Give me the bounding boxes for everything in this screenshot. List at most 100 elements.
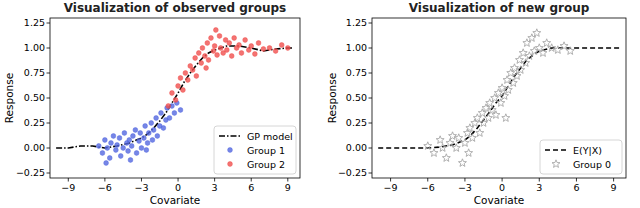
y-tick-label: 0.00 bbox=[346, 142, 367, 153]
point bbox=[143, 124, 148, 129]
point bbox=[232, 36, 237, 41]
legend-box bbox=[214, 126, 296, 174]
point bbox=[139, 146, 144, 151]
point bbox=[128, 158, 133, 163]
x-tick bbox=[178, 178, 179, 182]
point bbox=[539, 49, 547, 57]
point bbox=[159, 111, 164, 116]
point bbox=[261, 47, 266, 52]
point bbox=[96, 144, 101, 149]
x-tick-label: 9 bbox=[285, 182, 291, 193]
point bbox=[205, 41, 210, 46]
x-tick bbox=[68, 178, 69, 182]
y-tick bbox=[369, 98, 373, 99]
point bbox=[522, 59, 530, 67]
y-tick-label: 0.75 bbox=[346, 67, 367, 78]
point bbox=[554, 46, 562, 54]
point bbox=[133, 128, 138, 133]
y-axis-label: Response bbox=[3, 73, 15, 123]
x-tick-label: −9 bbox=[384, 182, 398, 193]
point bbox=[461, 139, 469, 147]
y-tick bbox=[47, 98, 51, 99]
point bbox=[510, 64, 518, 72]
x-tick bbox=[251, 178, 252, 182]
point bbox=[279, 43, 284, 48]
y-tick-label: 1.00 bbox=[24, 42, 45, 53]
x-axis-label: Covariate bbox=[150, 194, 201, 206]
panel: −9−6−30369−0.250.000.250.500.751.001.25V… bbox=[3, 1, 300, 206]
point bbox=[285, 46, 290, 51]
x-tick bbox=[464, 178, 465, 182]
point bbox=[138, 131, 143, 136]
plot-area bbox=[378, 29, 620, 167]
legend-marker bbox=[552, 160, 560, 168]
point bbox=[178, 76, 183, 81]
point bbox=[237, 43, 242, 48]
point bbox=[193, 56, 198, 61]
point bbox=[111, 134, 116, 139]
point bbox=[502, 114, 510, 122]
legend-label: GP model bbox=[247, 131, 293, 142]
x-tick-label: 3 bbox=[212, 182, 218, 193]
y-tick bbox=[47, 148, 51, 149]
point bbox=[200, 46, 205, 51]
point bbox=[439, 144, 447, 152]
y-tick bbox=[369, 123, 373, 124]
point bbox=[131, 134, 136, 139]
point bbox=[517, 66, 525, 74]
legend: E(Y|X) Group 0 bbox=[540, 140, 622, 174]
y-tick-label: −0.25 bbox=[338, 167, 367, 178]
title: Visualization of observed groups bbox=[64, 1, 287, 15]
point bbox=[137, 139, 142, 144]
point bbox=[185, 78, 190, 83]
y-tick bbox=[369, 48, 373, 49]
point bbox=[151, 128, 156, 133]
plot-frame bbox=[372, 18, 626, 178]
y-tick-label: 1.25 bbox=[346, 17, 367, 28]
y-tick-label: −0.25 bbox=[16, 167, 45, 178]
legend-label: Group 0 bbox=[573, 159, 611, 170]
model-line bbox=[378, 48, 620, 148]
y-tick-label: 0.75 bbox=[24, 67, 45, 78]
y-tick bbox=[369, 173, 373, 174]
point bbox=[155, 134, 160, 139]
x-tick-label: 9 bbox=[611, 182, 617, 193]
point bbox=[176, 84, 181, 89]
point bbox=[484, 114, 492, 122]
x-tick bbox=[287, 178, 288, 182]
point bbox=[267, 46, 272, 51]
point bbox=[167, 116, 172, 121]
point bbox=[249, 44, 254, 49]
point bbox=[161, 126, 166, 131]
point bbox=[117, 136, 122, 141]
x-tick-label: 3 bbox=[536, 182, 542, 193]
point bbox=[498, 84, 506, 92]
panel: −9−6−30369−0.250.000.250.500.751.001.25V… bbox=[326, 1, 626, 206]
y-tick bbox=[369, 73, 373, 74]
point bbox=[213, 28, 218, 33]
point bbox=[113, 148, 118, 153]
y-tick bbox=[47, 73, 51, 74]
point bbox=[256, 41, 261, 46]
point bbox=[217, 34, 222, 39]
y-axis-label: Response bbox=[326, 73, 338, 123]
point bbox=[442, 154, 450, 162]
x-tick-label: 0 bbox=[175, 182, 181, 193]
point bbox=[204, 66, 209, 71]
point bbox=[172, 111, 177, 116]
legend-label: E(Y|X) bbox=[573, 145, 602, 156]
point bbox=[492, 111, 500, 119]
point bbox=[497, 99, 505, 107]
point bbox=[239, 51, 244, 56]
point bbox=[209, 36, 214, 41]
point bbox=[543, 39, 551, 47]
y-tick-label: 1.00 bbox=[346, 42, 367, 53]
point bbox=[449, 132, 457, 140]
y-tick-label: 0.00 bbox=[24, 142, 45, 153]
point bbox=[170, 91, 175, 96]
point bbox=[436, 136, 444, 144]
point bbox=[468, 134, 476, 142]
point bbox=[145, 141, 150, 146]
point bbox=[190, 68, 195, 73]
legend-line bbox=[219, 135, 241, 137]
